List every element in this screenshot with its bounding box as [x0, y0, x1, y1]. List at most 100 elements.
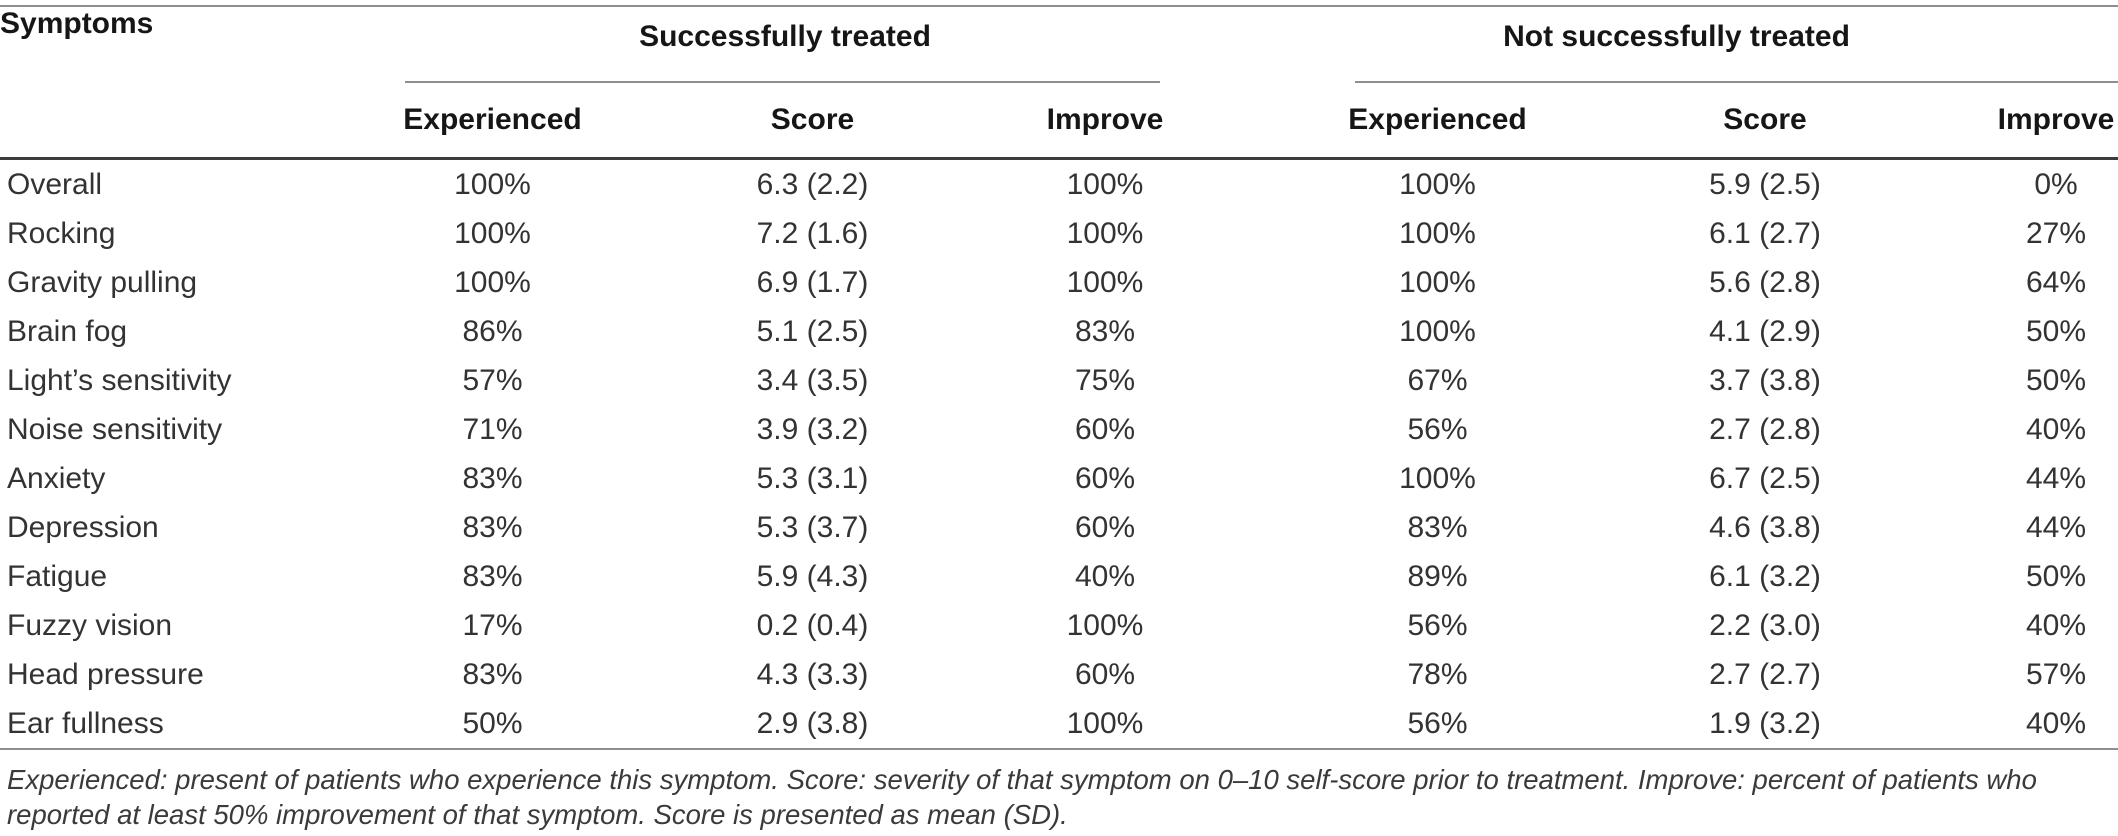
table-cell: 56%	[1407, 608, 1468, 642]
col-header-experienced-st: Experienced	[335, 83, 650, 160]
table-cell: 83%	[1407, 510, 1468, 544]
table-cell: 83%	[1074, 314, 1136, 348]
table-cell: 100%	[975, 699, 1235, 750]
table-cell: 4.6 (3.8)	[1709, 510, 1821, 544]
symptom-name-cell: Brain fog	[7, 314, 128, 348]
table-cell: 17%	[462, 608, 523, 642]
table-cell: 0.2 (0.4)	[756, 608, 869, 642]
table-row: Gravity pulling 100% 6.9 (1.7) 100% 100% 5.6 …	[0, 258, 2118, 307]
table-cell: 44%	[2025, 510, 2087, 544]
table-cell: 100%	[454, 216, 531, 250]
table-row: Noise sensitivity 71% 3.9 (3.2) 60% 56% 2.7 (…	[0, 405, 2118, 454]
table-row: Fuzzy vision 17% 0.2 (0.4) 100% 56% 2.2 (3.0)…	[0, 601, 2118, 650]
table-cell: 57%	[462, 363, 523, 397]
col-header-improve-nst: Improve	[1890, 83, 2118, 160]
table-cell: 60%	[1074, 461, 1136, 495]
subheader-row: Experienced Score Improve Experienced Sc…	[0, 83, 2118, 160]
col-header-experienced-nst: Experienced	[1235, 83, 1640, 160]
table-cell: 5.1 (2.5)	[756, 314, 869, 348]
table-cell: 3.4 (3.5)	[756, 363, 869, 397]
table-cell: 50%	[2025, 559, 2087, 593]
table-cell: 6.3 (2.2)	[756, 167, 869, 201]
table-cell: 2.2 (3.0)	[1709, 608, 1821, 642]
table-cell: 57%	[2025, 657, 2087, 691]
group-underline-not-successfully-treated	[1355, 81, 2118, 83]
table-cell: 100%	[1066, 608, 1144, 642]
table-cell: 5.9 (4.3)	[756, 559, 869, 593]
symptoms-column-header: Symptoms	[0, 6, 335, 160]
table-cell: 6.1 (3.2)	[1709, 559, 1821, 593]
table-row: Anxiety 83% 5.3 (3.1) 60% 100% 6.7 (2.5) 44%	[0, 454, 2118, 503]
symptom-name-cell: Anxiety	[7, 461, 106, 495]
table-cell: 100%	[1399, 461, 1476, 495]
table-cell: 60%	[1074, 510, 1136, 544]
table-cell: 2.7 (2.8)	[1709, 412, 1821, 446]
table-cell: 6.1 (2.7)	[1709, 216, 1821, 250]
table-cell: 50%	[335, 699, 650, 750]
table-cell: 64%	[2025, 265, 2087, 299]
table-body: Overall 100% 6.3 (2.2) 100% 100% 5.9 (2.5) 0% R…	[0, 159, 2118, 750]
table-row: Head pressure 83% 4.3 (3.3) 60% 78% 2.7 (2.7)…	[0, 650, 2118, 699]
table-cell: 60%	[1074, 657, 1136, 691]
symptom-name-cell: Rocking	[7, 216, 116, 250]
symptoms-table: Symptoms Successfully treated Not succes…	[0, 5, 2118, 750]
table-row: Brain fog 86% 5.1 (2.5) 83% 100% 4.1 (2.9) 50%	[0, 307, 2118, 356]
table-footnote: Experienced: present of patients who exp…	[7, 764, 2037, 830]
table-cell: 2.9 (3.8)	[650, 699, 975, 750]
symptom-name-cell: Depression	[7, 510, 159, 544]
symptom-name-cell: Fatigue	[7, 559, 108, 593]
table-cell: 56%	[1235, 699, 1640, 750]
group-label-successfully-treated: Successfully treated	[639, 20, 931, 53]
table-cell: 4.1 (2.9)	[1709, 314, 1821, 348]
table-cell: 50%	[2025, 314, 2087, 348]
table-cell: 100%	[1399, 216, 1476, 250]
group-header-successfully-treated: Successfully treated	[335, 6, 1235, 83]
group-header-row: Symptoms Successfully treated Not succes…	[0, 6, 2118, 160]
table-cell: 6.9 (1.7)	[756, 265, 869, 299]
table-cell: 7.2 (1.6)	[756, 216, 869, 250]
table-cell: 4.3 (3.3)	[756, 657, 869, 691]
table-cell: 100%	[454, 167, 531, 201]
table-cell: 60%	[1074, 412, 1136, 446]
table-cell: 5.3 (3.7)	[756, 510, 869, 544]
table-cell: 83%	[462, 559, 523, 593]
table-cell: 6.7 (2.5)	[1709, 461, 1821, 495]
table-cell: 40%	[2025, 608, 2087, 642]
table-cell: 100%	[1399, 265, 1476, 299]
table-row: Depression 83% 5.3 (3.7) 60% 83% 4.6 (3.8) 44%	[0, 503, 2118, 552]
table-cell: 50%	[2025, 363, 2087, 397]
symptom-name-cell: Overall	[7, 167, 103, 201]
table-cell: 75%	[1074, 363, 1136, 397]
table-cell: 67%	[1407, 363, 1468, 397]
table-cell: 100%	[1066, 216, 1144, 250]
table-cell: 44%	[2025, 461, 2087, 495]
table-cell: 83%	[462, 657, 523, 691]
table-cell: 2.7 (2.7)	[1709, 657, 1821, 691]
table-cell: 56%	[1407, 412, 1468, 446]
table-cell: 1.9 (3.2)	[1640, 699, 1890, 750]
symptom-name-cell: Noise sensitivity	[7, 412, 223, 446]
col-header-score-nst: Score	[1640, 83, 1890, 160]
table-cell: 0%	[2034, 167, 2078, 201]
table-cell: 100%	[1399, 167, 1476, 201]
table-cell: 5.9 (2.5)	[1709, 167, 1821, 201]
table-cell: 89%	[1407, 559, 1468, 593]
table-cell: 100%	[1399, 314, 1476, 348]
table-row: Fatigue 83% 5.9 (4.3) 40% 89% 6.1 (3.2) 50%	[0, 552, 2118, 601]
table-cell: 40%	[2025, 412, 2087, 446]
group-label-not-successfully-treated: Not successfully treated	[1503, 20, 1850, 53]
table-cell: 5.3 (3.1)	[756, 461, 869, 495]
table-cell: 100%	[1066, 265, 1144, 299]
col-header-improve-st: Improve	[975, 83, 1235, 160]
group-underline-successfully-treated	[405, 81, 1160, 83]
col-header-score-st: Score	[650, 83, 975, 160]
table-row: Rocking 100% 7.2 (1.6) 100% 100% 6.1 (2.7) 27%	[0, 209, 2118, 258]
symptom-name-cell: Ear fullness	[0, 699, 335, 750]
symptom-name-cell: Gravity pulling	[7, 265, 198, 299]
table-cell: 40%	[1074, 559, 1136, 593]
table-row: Ear fullness 50% 2.9 (3.8) 100% 56% 1.9 (3.2)…	[0, 699, 2118, 750]
symptom-name-cell: Light’s sensitivity	[7, 363, 232, 397]
table-cell: 83%	[462, 510, 523, 544]
table-row: Light’s sensitivity 57% 3.4 (3.5) 75% 67% 3.7…	[0, 356, 2118, 405]
group-header-not-successfully-treated: Not successfully treated	[1235, 6, 2118, 83]
